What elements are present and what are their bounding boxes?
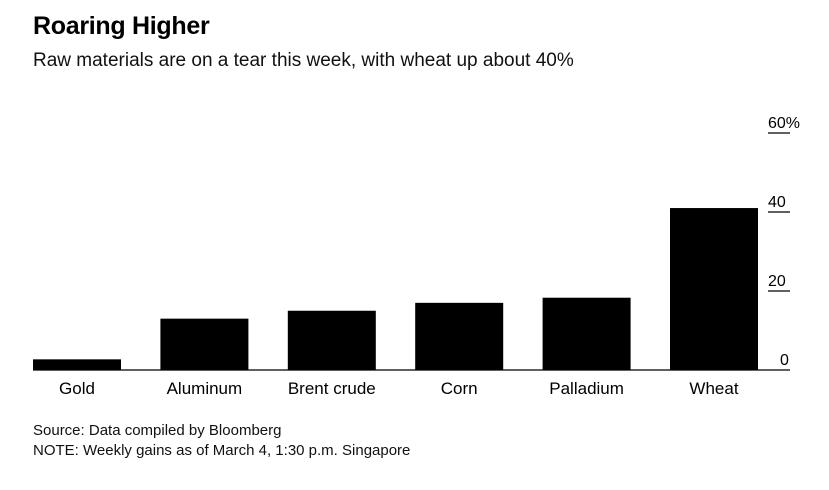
bar-gold <box>33 359 121 370</box>
y-tick-label: 40 <box>768 194 786 211</box>
x-tick-label: Wheat <box>689 379 738 398</box>
x-tick-label: Corn <box>441 379 478 398</box>
x-tick-label: Gold <box>59 379 95 398</box>
chart-title: Roaring Higher <box>33 12 210 40</box>
bar-palladium <box>542 297 631 370</box>
y-tick-label: 20 <box>768 273 786 290</box>
y-tick-label: 0 <box>780 352 789 369</box>
source-note: Source: Data compiled by Bloomberg <box>33 422 282 439</box>
bar-brent-crude <box>287 310 376 370</box>
bar-aluminum <box>160 318 249 370</box>
bar-corn <box>415 302 504 370</box>
footnote: NOTE: Weekly gains as of March 4, 1:30 p… <box>33 442 411 459</box>
x-tick-label: Brent crude <box>288 379 376 398</box>
bar-wheat <box>670 208 758 370</box>
y-tick-label: 60% <box>768 115 800 132</box>
chart-subtitle: Raw materials are on a tear this week, w… <box>33 50 574 71</box>
x-tick-label: Palladium <box>549 379 624 398</box>
x-tick-label: Aluminum <box>167 379 243 398</box>
